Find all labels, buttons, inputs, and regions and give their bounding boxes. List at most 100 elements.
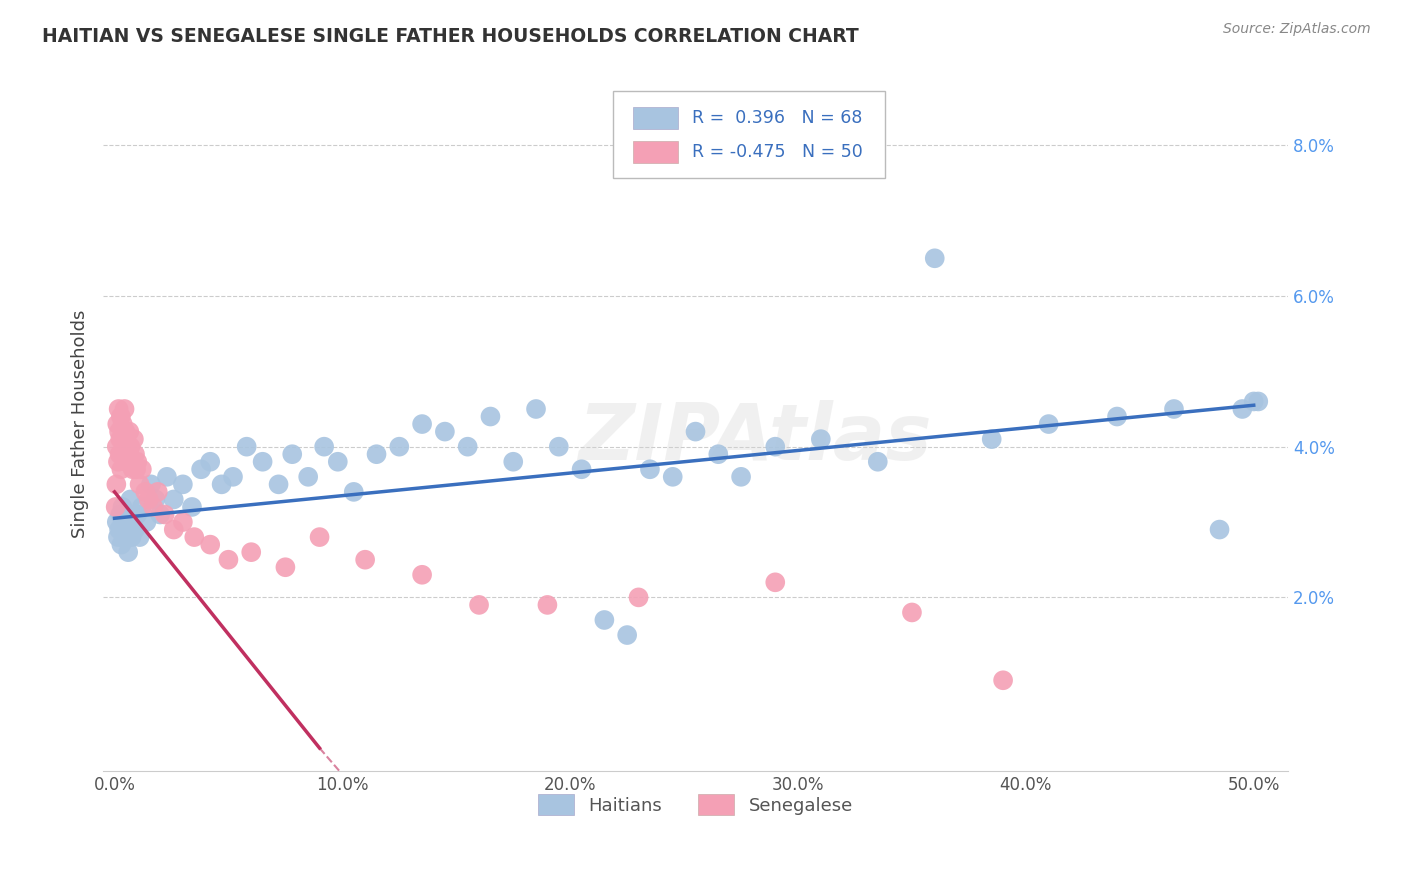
Point [354, 552, 377, 566]
Point [730, 470, 752, 484]
Point [108, 523, 131, 537]
Point [616, 628, 638, 642]
Point [326, 455, 349, 469]
Point [411, 567, 433, 582]
Bar [633, 141, 678, 162]
Point [547, 440, 569, 454]
Point [901, 606, 924, 620]
Point [502, 455, 524, 469]
Point [118, 523, 141, 537]
Point [1247, 394, 1270, 409]
Point [479, 409, 502, 424]
Point [235, 440, 257, 454]
Point [134, 484, 156, 499]
Point [110, 538, 132, 552]
Point [107, 455, 129, 469]
Point [110, 432, 132, 446]
Point [153, 508, 176, 522]
Text: R =  0.396   N = 68: R = 0.396 N = 68 [692, 109, 862, 127]
Point [222, 470, 245, 484]
Text: R = -0.475   N = 50: R = -0.475 N = 50 [692, 143, 863, 161]
Bar [633, 106, 678, 128]
Point [411, 417, 433, 431]
Point [172, 515, 194, 529]
Point [127, 455, 149, 469]
Point [117, 447, 139, 461]
Point [149, 508, 172, 522]
Point [138, 492, 160, 507]
Point [114, 425, 136, 439]
Point [121, 515, 143, 529]
Point [110, 462, 132, 476]
Point [190, 462, 212, 476]
Point [108, 425, 131, 439]
Y-axis label: Single Father Households: Single Father Households [72, 310, 89, 538]
Point [128, 530, 150, 544]
Point [1243, 394, 1265, 409]
Point [125, 462, 148, 476]
Point [122, 432, 145, 446]
Point [118, 425, 141, 439]
Point [366, 447, 388, 461]
Point [110, 508, 132, 522]
Point [117, 545, 139, 559]
Point [128, 477, 150, 491]
Point [112, 447, 135, 461]
FancyBboxPatch shape [613, 91, 886, 178]
Legend: Haitians, Senegalese: Haitians, Senegalese [529, 785, 862, 824]
Point [627, 591, 650, 605]
Point [131, 500, 153, 514]
Point [115, 523, 138, 537]
Point [661, 470, 683, 484]
Point [115, 508, 138, 522]
Point [388, 440, 411, 454]
Point [121, 462, 143, 476]
Point [142, 500, 165, 514]
Text: Source: ZipAtlas.com: Source: ZipAtlas.com [1223, 22, 1371, 37]
Point [172, 477, 194, 491]
Point [124, 523, 146, 537]
Point [121, 455, 143, 469]
Point [120, 440, 142, 454]
Point [163, 523, 186, 537]
Point [105, 477, 128, 491]
Point [108, 447, 131, 461]
Text: ZIPAtlas: ZIPAtlas [578, 400, 932, 476]
Point [252, 455, 274, 469]
Point [314, 440, 336, 454]
Point [468, 598, 491, 612]
Point [308, 530, 330, 544]
Point [145, 492, 167, 507]
Point [571, 462, 593, 476]
Point [127, 508, 149, 522]
Point [1105, 409, 1128, 424]
Point [763, 440, 786, 454]
Point [121, 530, 143, 544]
Point [524, 402, 547, 417]
Point [433, 425, 456, 439]
Point [105, 417, 128, 431]
Point [707, 447, 730, 461]
Point [163, 492, 186, 507]
Point [763, 575, 786, 590]
Point [810, 432, 832, 446]
Point [131, 462, 153, 476]
Point [200, 538, 222, 552]
Point [105, 515, 128, 529]
Point [685, 425, 707, 439]
Point [114, 515, 136, 529]
Point [536, 598, 558, 612]
Point [924, 252, 946, 266]
Point [107, 530, 129, 544]
Point [217, 552, 239, 566]
Point [457, 440, 479, 454]
Point [105, 440, 128, 454]
Point [104, 500, 127, 514]
Point [181, 500, 204, 514]
Point [1163, 402, 1185, 417]
Point [124, 447, 146, 461]
Point [114, 402, 136, 417]
Point [297, 470, 319, 484]
Point [135, 515, 157, 529]
Point [183, 530, 205, 544]
